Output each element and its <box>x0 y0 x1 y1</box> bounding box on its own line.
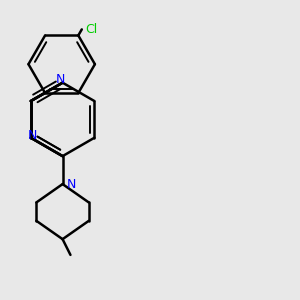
Text: N: N <box>67 178 76 190</box>
Text: Cl: Cl <box>85 23 98 36</box>
Text: N: N <box>56 73 65 86</box>
Text: N: N <box>28 129 37 142</box>
